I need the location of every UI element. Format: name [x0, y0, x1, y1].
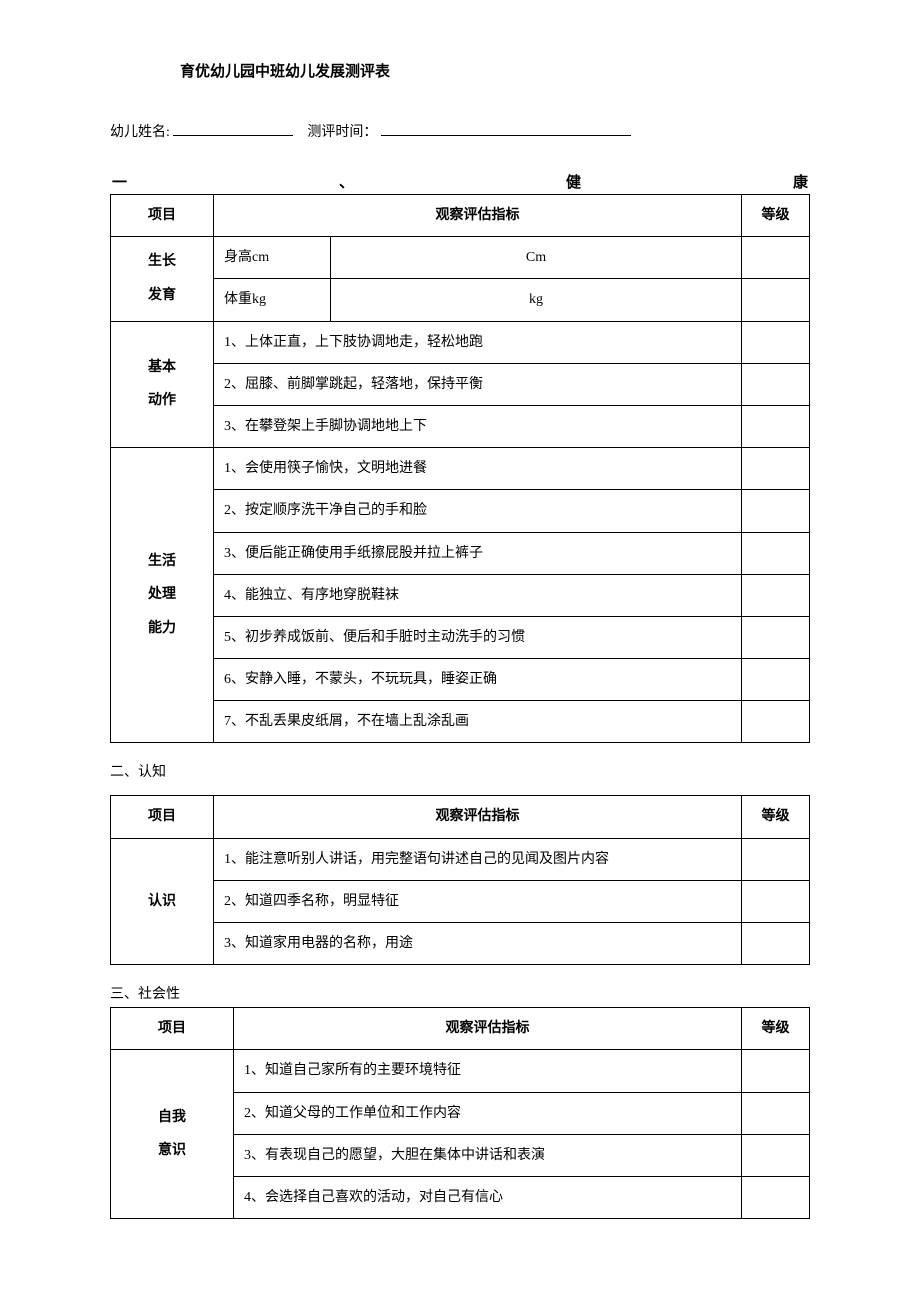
section1-header: 一 、 健 康: [110, 171, 810, 192]
indicator-cell: 6、安静入睡，不蒙头，不玩玩具，睡姿正确: [214, 659, 742, 701]
col-grade: 等级: [742, 1008, 810, 1050]
name-field[interactable]: [173, 121, 293, 136]
basic-motion-label: 基本 动作: [111, 321, 214, 448]
grade-cell[interactable]: [742, 448, 810, 490]
table-row: 自我 意识 1、知道自己家所有的主要环境特征: [111, 1050, 810, 1092]
col-grade: 等级: [742, 796, 810, 838]
table-header-row: 项目 观察评估指标 等级: [111, 1008, 810, 1050]
name-label: 幼儿姓名:: [110, 125, 170, 140]
indicator-cell: 2、屈膝、前脚掌跳起，轻落地，保持平衡: [214, 363, 742, 405]
growth-val: kg: [331, 279, 742, 321]
section1-header-part: 健: [566, 171, 581, 192]
grade-cell[interactable]: [742, 532, 810, 574]
table-row: 认识 1、能注意听别人讲话，用完整语句讲述自己的见闻及图片内容: [111, 838, 810, 880]
indicator-cell: 1、上体正直，上下肢协调地走，轻松地跑: [214, 321, 742, 363]
grade-cell[interactable]: [742, 880, 810, 922]
section1-header-part: 康: [793, 171, 808, 192]
grade-cell[interactable]: [742, 1050, 810, 1092]
grade-cell[interactable]: [742, 659, 810, 701]
indicator-cell: 2、按定顺序洗干净自己的手和脸: [214, 490, 742, 532]
table-row: 4、能独立、有序地穿脱鞋袜: [111, 574, 810, 616]
grade-cell[interactable]: [742, 363, 810, 405]
table-row: 2、屈膝、前脚掌跳起，轻落地，保持平衡: [111, 363, 810, 405]
grade-cell[interactable]: [742, 490, 810, 532]
grade-cell[interactable]: [742, 701, 810, 743]
grade-cell[interactable]: [742, 405, 810, 447]
indicator-cell: 2、知道四季名称，明显特征: [214, 880, 742, 922]
self-aware-l1: 自我: [117, 1101, 227, 1135]
indicator-cell: 1、会使用筷子愉快，文明地进餐: [214, 448, 742, 490]
document-title: 育优幼儿园中班幼儿发展测评表: [180, 60, 810, 81]
life-skill-label: 生活 处理 能力: [111, 448, 214, 743]
section3-header: 三、社会性: [110, 983, 810, 1003]
life-skill-l3: 能力: [117, 612, 207, 646]
section3-table: 项目 观察评估指标 等级 自我 意识 1、知道自己家所有的主要环境特征 2、知道…: [110, 1007, 810, 1219]
col-indicator: 观察评估指标: [214, 796, 742, 838]
table-row: 5、初步养成饭前、便后和手脏时主动洗手的习惯: [111, 616, 810, 658]
col-project: 项目: [111, 1008, 234, 1050]
indicator-cell: 3、有表现自己的愿望，大胆在集体中讲话和表演: [234, 1134, 742, 1176]
life-skill-l1: 生活: [117, 545, 207, 579]
table-row: 生长 发育 身高cm Cm: [111, 237, 810, 279]
col-indicator: 观察评估指标: [214, 195, 742, 237]
growth-label-l2: 发育: [117, 279, 207, 313]
col-project: 项目: [111, 195, 214, 237]
grade-cell[interactable]: [742, 1134, 810, 1176]
grade-cell[interactable]: [742, 237, 810, 279]
table-row: 基本 动作 1、上体正直，上下肢协调地走，轻松地跑: [111, 321, 810, 363]
table-row: 生活 处理 能力 1、会使用筷子愉快，文明地进餐: [111, 448, 810, 490]
info-line: 幼儿姓名: 测评时间：: [110, 121, 810, 141]
indicator-cell: 1、能注意听别人讲话，用完整语句讲述自己的见闻及图片内容: [214, 838, 742, 880]
time-label: 测评时间：: [307, 125, 377, 140]
indicator-cell: 2、知道父母的工作单位和工作内容: [234, 1092, 742, 1134]
table-header-row: 项目 观察评估指标 等级: [111, 796, 810, 838]
grade-cell[interactable]: [742, 279, 810, 321]
life-skill-l2: 处理: [117, 578, 207, 612]
table-row: 3、便后能正确使用手纸擦屁股并拉上裤子: [111, 532, 810, 574]
section1-table: 项目 观察评估指标 等级 生长 发育 身高cm Cm 体重kg kg 基本 动作…: [110, 194, 810, 743]
indicator-cell: 7、不乱丢果皮纸屑，不在墙上乱涂乱画: [214, 701, 742, 743]
growth-val: Cm: [331, 237, 742, 279]
indicator-cell: 3、知道家用电器的名称，用途: [214, 923, 742, 965]
table-row: 2、按定顺序洗干净自己的手和脸: [111, 490, 810, 532]
self-aware-l2: 意识: [117, 1134, 227, 1168]
table-row: 3、在攀登架上手脚协调地地上下: [111, 405, 810, 447]
table-row: 6、安静入睡，不蒙头，不玩玩具，睡姿正确: [111, 659, 810, 701]
section2-header: 二、认知: [110, 761, 810, 781]
section2-table: 项目 观察评估指标 等级 认识 1、能注意听别人讲话，用完整语句讲述自己的见闻及…: [110, 795, 810, 965]
grade-cell[interactable]: [742, 574, 810, 616]
col-indicator: 观察评估指标: [234, 1008, 742, 1050]
grade-cell[interactable]: [742, 616, 810, 658]
table-row: 7、不乱丢果皮纸屑，不在墙上乱涂乱画: [111, 701, 810, 743]
growth-sub: 身高cm: [214, 237, 331, 279]
indicator-cell: 5、初步养成饭前、便后和手脏时主动洗手的习惯: [214, 616, 742, 658]
table-row: 2、知道四季名称，明显特征: [111, 880, 810, 922]
indicator-cell: 3、便后能正确使用手纸擦屁股并拉上裤子: [214, 532, 742, 574]
grade-cell[interactable]: [742, 838, 810, 880]
grade-cell[interactable]: [742, 923, 810, 965]
grade-cell[interactable]: [742, 1176, 810, 1218]
table-row: 3、知道家用电器的名称，用途: [111, 923, 810, 965]
indicator-cell: 1、知道自己家所有的主要环境特征: [234, 1050, 742, 1092]
section1-header-part: 一: [112, 171, 127, 192]
basic-motion-l2: 动作: [117, 384, 207, 418]
table-header-row: 项目 观察评估指标 等级: [111, 195, 810, 237]
growth-label: 生长 发育: [111, 237, 214, 321]
growth-sub: 体重kg: [214, 279, 331, 321]
time-field[interactable]: [381, 121, 631, 136]
table-row: 体重kg kg: [111, 279, 810, 321]
col-grade: 等级: [742, 195, 810, 237]
col-project: 项目: [111, 796, 214, 838]
basic-motion-l1: 基本: [117, 351, 207, 385]
grade-cell[interactable]: [742, 1092, 810, 1134]
indicator-cell: 4、会选择自己喜欢的活动，对自己有信心: [234, 1176, 742, 1218]
indicator-cell: 3、在攀登架上手脚协调地地上下: [214, 405, 742, 447]
cognition-label: 认识: [111, 838, 214, 965]
indicator-cell: 4、能独立、有序地穿脱鞋袜: [214, 574, 742, 616]
grade-cell[interactable]: [742, 321, 810, 363]
self-aware-label: 自我 意识: [111, 1050, 234, 1219]
section1-header-part: 、: [339, 171, 354, 192]
growth-label-l1: 生长: [117, 245, 207, 279]
